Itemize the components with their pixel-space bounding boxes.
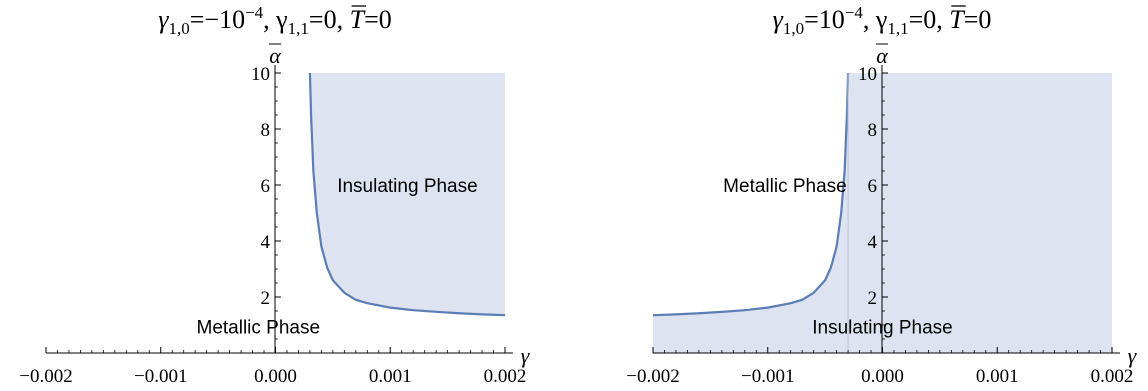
y-tick-label: 8 [261, 120, 271, 141]
chart-title: γ1,0=−10−4, γ1,1=0, T=0 [158, 3, 391, 38]
insulating-region-fill [309, 73, 505, 316]
region-label: Insulating Phase [337, 176, 478, 197]
y-axis-label: α [876, 43, 888, 68]
y-tick-label: 4 [868, 232, 878, 253]
x-axis-label: γ [1128, 343, 1138, 368]
x-tick-label: 0.000 [254, 366, 297, 387]
chart-panel-1: −0.002 −0.001 0.000 0.001 0.002 2 4 6 8 10 γ α Insul… [19, 3, 530, 387]
chart-title: γ1,0=10−4, γ1,1=0, T=0 [773, 3, 992, 38]
phase-boundary-line [652, 72, 850, 317]
x-tick-label: 0.001 [976, 366, 1019, 387]
x-tick-label: 0.002 [1091, 366, 1134, 387]
x-tick-label: −0.001 [741, 366, 794, 387]
x-tick-label: 0.000 [861, 366, 904, 387]
y-tick-label: 6 [261, 176, 271, 197]
x-tick-label: 0.002 [484, 366, 527, 387]
x-axis-label: γ [521, 343, 531, 368]
y-tick-label: 2 [261, 288, 271, 309]
y-tick-label: 10 [858, 64, 877, 85]
y-axis-label: α [269, 43, 281, 68]
y-tick-label: 6 [868, 176, 878, 197]
phase-boundary-line [308, 72, 506, 317]
region-label: Metallic Phase [197, 317, 321, 338]
y-tick-label: 8 [868, 120, 878, 141]
x-tick-label: −0.002 [626, 366, 679, 387]
chart-panel-2: −0.002 −0.001 0.000 0.001 0.002 2 4 6 8 10 γ α Metal… [626, 3, 1137, 387]
y-tick-label: 4 [261, 232, 271, 253]
region-label: Metallic Phase [723, 176, 847, 197]
x-tick-label: −0.002 [19, 366, 72, 387]
y-tick-label: 10 [251, 64, 270, 85]
region-label: Insulating Phase [812, 317, 953, 338]
y-tick-label: 2 [868, 288, 878, 309]
x-tick-label: 0.001 [369, 366, 412, 387]
x-tick-label: −0.001 [134, 366, 187, 387]
